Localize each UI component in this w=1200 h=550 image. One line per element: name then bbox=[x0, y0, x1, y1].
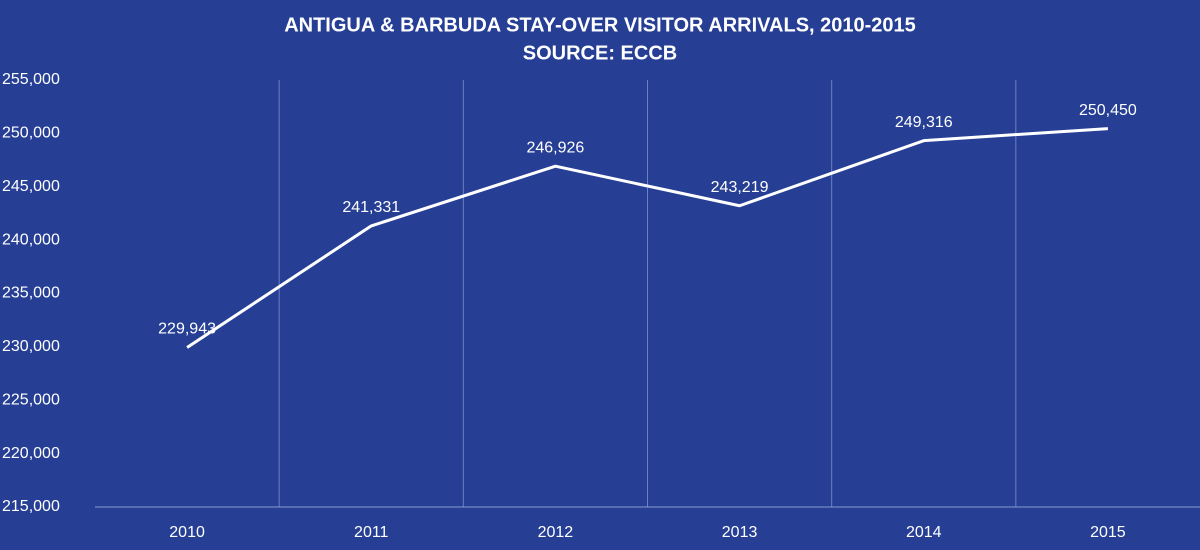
data-label: 243,219 bbox=[711, 179, 769, 196]
x-tick-label: 2011 bbox=[354, 524, 389, 541]
y-tick-label: 255,000 bbox=[2, 71, 60, 88]
x-tick-label: 2010 bbox=[169, 524, 205, 541]
y-tick-label: 245,000 bbox=[2, 178, 60, 195]
chart-title: ANTIGUA & BARBUDA STAY-OVER VISITOR ARRI… bbox=[284, 14, 916, 36]
data-label: 241,331 bbox=[342, 199, 400, 216]
data-line bbox=[186, 127, 1109, 349]
y-tick-label: 225,000 bbox=[2, 391, 60, 408]
data-label: 250,450 bbox=[1079, 102, 1137, 119]
y-tick-label: 240,000 bbox=[2, 231, 60, 248]
y-tick-label: 230,000 bbox=[2, 338, 60, 355]
chart-subtitle: SOURCE: ECCB bbox=[523, 42, 677, 64]
y-tick-label: 235,000 bbox=[2, 285, 60, 302]
y-tick-label: 220,000 bbox=[2, 445, 60, 462]
data-label: 246,926 bbox=[526, 139, 584, 156]
x-tick-label: 2015 bbox=[1090, 524, 1126, 541]
x-tick-label: 2013 bbox=[722, 524, 758, 541]
y-tick-label: 250,000 bbox=[2, 125, 60, 142]
y-tick-label: 215,000 bbox=[2, 498, 60, 515]
data-label: 249,316 bbox=[895, 114, 953, 131]
x-tick-label: 2014 bbox=[906, 524, 942, 541]
x-tick-label: 2012 bbox=[538, 524, 574, 541]
data-label: 229,943 bbox=[158, 321, 216, 338]
